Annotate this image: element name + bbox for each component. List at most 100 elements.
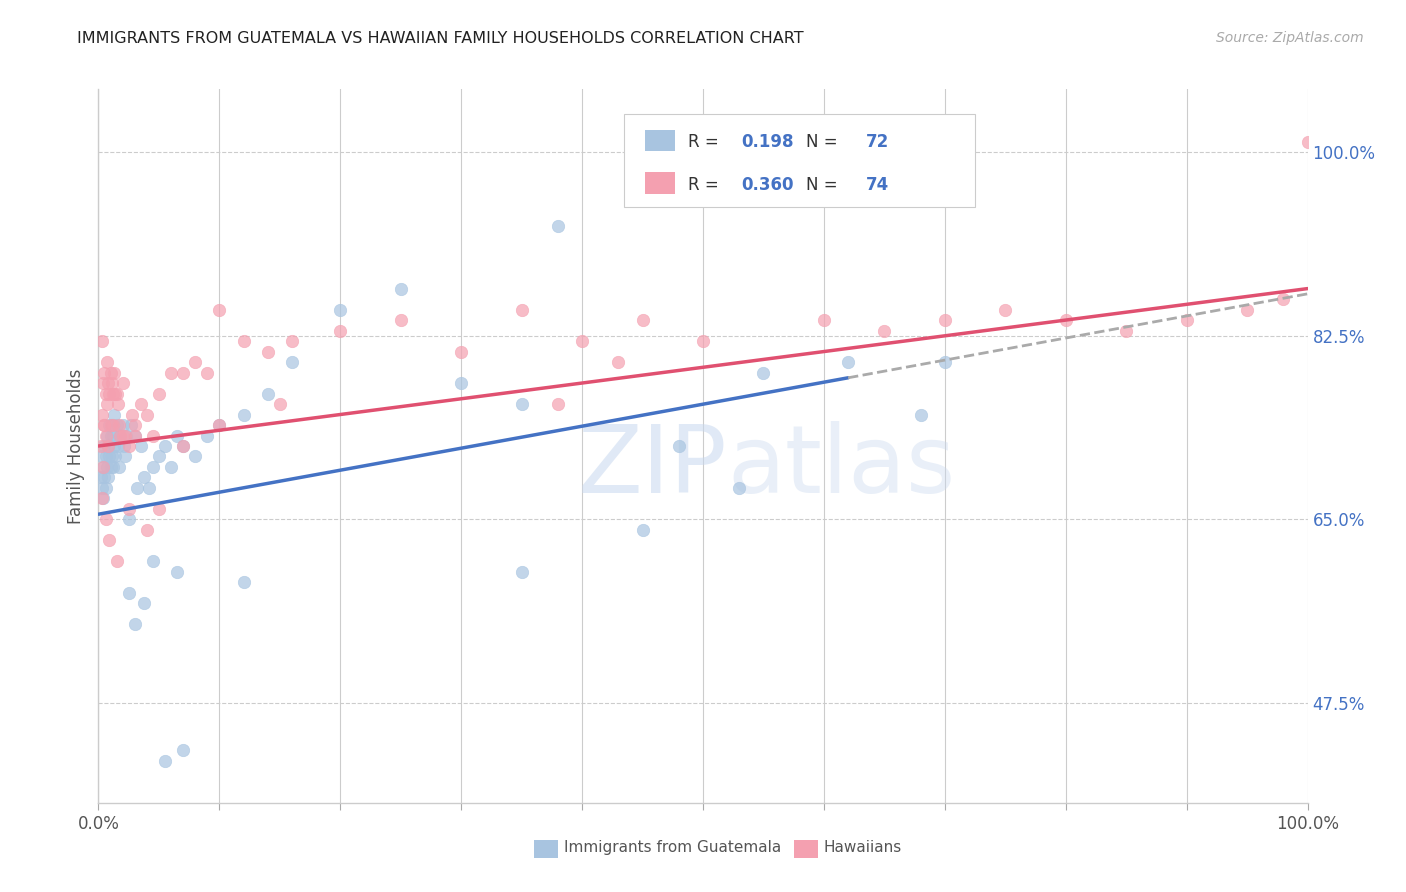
Point [103,439,125,453]
Point [571,334,593,348]
Point [90,439,112,453]
Point [104,450,127,464]
Text: R =: R = [689,176,724,194]
Point [166,565,188,579]
Point [232,408,254,422]
Point [910,408,932,422]
Point [631,523,654,537]
Point [97,376,120,390]
Point [97,439,120,453]
Point [728,481,751,495]
Point [510,397,533,411]
Point [120,417,142,432]
Point [129,397,152,411]
Point [93,439,115,453]
Bar [793,840,818,858]
Point [98,417,121,432]
Point [208,302,231,317]
Point [107,397,129,411]
Point [91,408,114,422]
Point [118,586,141,600]
Bar [645,129,675,151]
Point [101,386,124,401]
Point [134,470,156,484]
Point [105,417,128,432]
Point [101,417,124,432]
Point [329,324,352,338]
Point [91,481,114,495]
Point [118,439,141,453]
Point [103,366,125,380]
Point [114,428,136,442]
Text: N =: N = [806,176,842,194]
Point [118,512,141,526]
Point [112,439,135,453]
Point [94,428,117,442]
Point [142,460,165,475]
Text: 74: 74 [866,176,890,194]
Point [115,428,138,442]
Text: N =: N = [806,133,842,151]
Point [172,439,194,453]
Point [160,460,183,475]
Point [510,302,533,317]
Point [631,313,654,327]
Point [108,428,131,442]
Point [389,313,412,327]
Point [98,450,121,464]
Point [1175,313,1198,327]
Point [91,334,114,348]
Point [232,334,254,348]
Point [692,334,714,348]
Point [105,554,128,568]
Point [138,481,160,495]
Point [510,565,533,579]
Point [91,460,114,475]
Point [135,408,157,422]
Point [91,491,114,506]
Text: Immigrants from Guatemala: Immigrants from Guatemala [564,840,782,855]
Text: 72: 72 [866,133,890,151]
Point [96,460,118,475]
Point [547,397,569,411]
Point [208,417,231,432]
Point [94,386,117,401]
Point [104,386,127,401]
Point [127,481,149,495]
Point [172,439,194,453]
Point [607,355,630,369]
Point [100,417,122,432]
Point [100,428,122,442]
Text: Hawaiians: Hawaiians [824,840,903,855]
Point [100,417,122,432]
Text: ZIP: ZIP [578,421,727,514]
Point [101,428,124,442]
Point [124,428,146,442]
Point [281,355,304,369]
Point [100,376,122,390]
Point [111,417,134,432]
Point [184,450,207,464]
Point [100,450,122,464]
Point [94,512,117,526]
Point [96,355,118,369]
Point [91,491,114,506]
Point [124,428,146,442]
Point [90,470,112,484]
Point [837,355,859,369]
Point [93,417,115,432]
Point [184,355,207,369]
Point [172,743,194,757]
Point [91,450,114,464]
Point [142,554,165,568]
Point [160,366,183,380]
Point [1272,292,1295,306]
Point [269,397,291,411]
Point [148,450,170,464]
Point [752,366,775,380]
Text: atlas: atlas [727,421,956,514]
Text: R =: R = [689,133,724,151]
Point [108,428,131,442]
Point [93,366,115,380]
Point [108,417,131,432]
